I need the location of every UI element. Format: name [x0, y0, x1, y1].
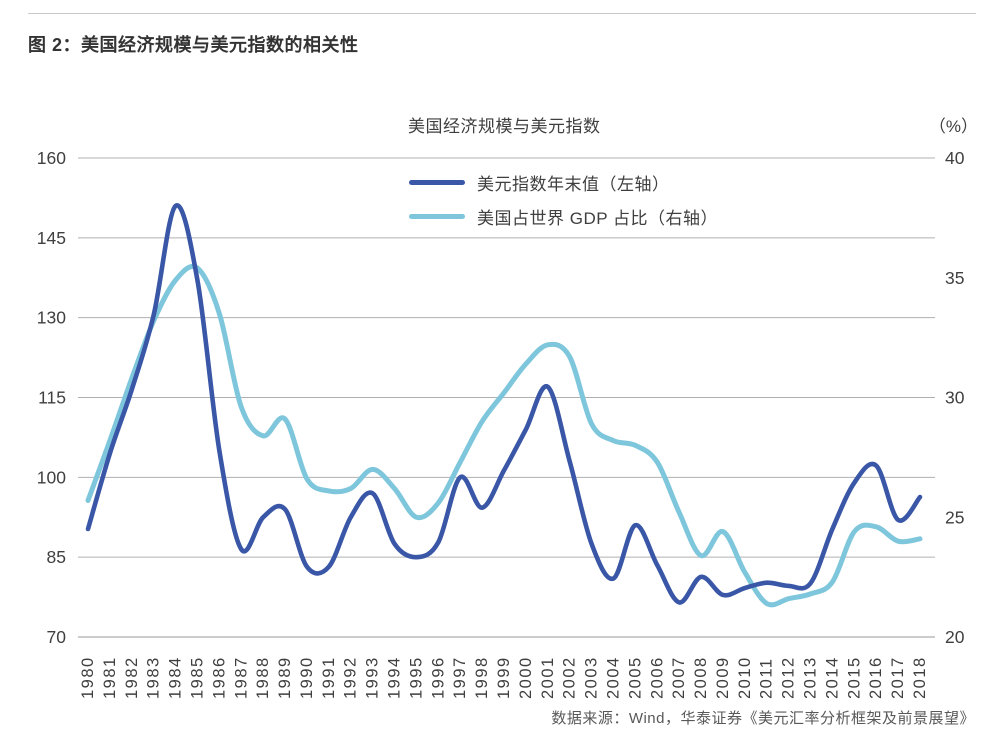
x-axis-year-label: 1984 [167, 656, 185, 699]
x-axis-year-label: 2009 [714, 656, 732, 699]
chart-legend: 美元指数年末值（左轴） 美国占世界 GDP 占比（右轴） [409, 165, 718, 233]
legend-item-gdp-share: 美国占世界 GDP 占比（右轴） [409, 199, 718, 233]
legend-label-gdp-share: 美国占世界 GDP 占比（右轴） [477, 208, 718, 228]
x-axis-year-label: 1994 [386, 656, 404, 699]
x-axis-year-label: 2007 [670, 656, 688, 699]
x-axis-year-label: 2012 [780, 656, 798, 699]
x-axis-year-label: 2006 [648, 656, 666, 699]
x-axis-year-label: 2015 [845, 656, 863, 699]
left-axis-tick-label: 100 [37, 467, 66, 487]
x-axis-year-label: 1986 [210, 656, 228, 699]
x-axis-year-label: 1997 [451, 656, 469, 699]
x-axis-year-label: 2010 [736, 656, 754, 699]
left-axis-tick-label: 70 [47, 627, 67, 647]
x-axis-year-label: 2014 [823, 656, 841, 699]
usd-index-line [85, 203, 923, 605]
x-axis-year-label: 2004 [604, 656, 622, 699]
x-axis-year-label: 1999 [495, 656, 513, 699]
left-axis-tick-label: 130 [37, 308, 66, 328]
right-axis-tick-label: 30 [945, 388, 965, 408]
x-axis-year-label: 2005 [626, 656, 644, 699]
right-axis-tick-label: 20 [945, 627, 965, 647]
legend-item-usd-index: 美元指数年末值（左轴） [409, 165, 718, 199]
x-axis-year-label: 2000 [517, 656, 535, 699]
top-divider-rule [28, 13, 976, 14]
x-axis-year-label: 2002 [561, 656, 579, 699]
left-axis-tick-label: 85 [47, 547, 66, 567]
x-axis-year-label: 2003 [583, 656, 601, 699]
x-axis-year-label: 1995 [407, 656, 425, 699]
right-axis-tick-label: 25 [945, 507, 964, 527]
right-axis-unit-label: （%） [928, 117, 978, 136]
gdp-share-line [85, 263, 923, 608]
x-axis-year-label: 1989 [276, 656, 294, 699]
x-axis-year-label: 1991 [320, 656, 338, 699]
chart-title: 美国经济规模与美元指数 [408, 117, 601, 136]
x-axis-year-label: 1981 [101, 656, 119, 699]
x-axis-year-label: 2018 [911, 656, 929, 699]
x-axis-year-label: 2001 [539, 656, 557, 699]
x-axis-year-label: 1983 [145, 656, 163, 699]
x-axis-year-label: 2008 [692, 656, 710, 699]
left-axis-tick-label: 115 [38, 388, 66, 408]
left-axis-tick-label: 160 [37, 148, 66, 168]
x-axis-year-label: 1985 [188, 656, 206, 699]
x-axis-year-label: 2016 [867, 656, 885, 699]
legend-label-usd-index: 美元指数年末值（左轴） [477, 174, 670, 194]
right-axis-tick-label: 40 [945, 148, 965, 168]
x-axis-year-label: 2017 [889, 656, 907, 699]
x-axis-year-label: 1982 [123, 656, 141, 699]
x-axis-year-label: 1987 [232, 656, 250, 699]
x-axis-year-label: 2011 [758, 658, 776, 699]
x-axis-year-label: 1996 [429, 656, 447, 699]
left-axis-tick-label: 145 [37, 228, 66, 248]
x-axis-year-label: 1980 [79, 656, 97, 699]
right-axis-tick-label: 35 [945, 268, 964, 288]
x-axis-year-label: 1998 [473, 656, 491, 699]
x-axis-year-label: 1988 [254, 656, 272, 699]
x-axis-year-label: 1992 [342, 656, 360, 699]
gdp-share-line-swatch [409, 213, 465, 219]
x-axis-year-label: 2013 [802, 656, 820, 699]
usd-index-line-swatch [409, 179, 465, 185]
figure-title: 图 2：美国经济规模与美元指数的相关性 [28, 35, 359, 55]
x-axis-year-label: 1990 [298, 656, 316, 699]
x-axis-year-label: 1993 [364, 656, 382, 699]
source-note: 数据来源：Wind，华泰证券《美元汇率分析框架及前景展望》 [551, 710, 975, 727]
